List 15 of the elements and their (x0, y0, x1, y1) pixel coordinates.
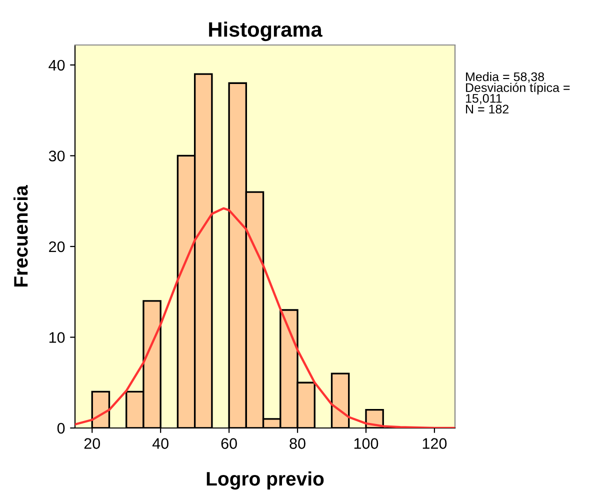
x-tick-label: 80 (290, 438, 306, 449)
y-axis-title: Frecuencia (13, 185, 28, 287)
y-tick-label: 40 (48, 60, 65, 71)
y-tick-label: 10 (49, 332, 65, 343)
y-tick-label: 0 (57, 422, 65, 434)
x-tick-label: 60 (221, 438, 237, 449)
x-tick-label: 100 (354, 438, 378, 449)
x-axis-title: Logro previo (206, 471, 324, 490)
x-tick-label: 20 (84, 438, 100, 449)
chart-title: Histograma (209, 22, 322, 42)
x-tick-label: 120 (422, 438, 447, 449)
y-tick-label: 20 (49, 241, 65, 252)
text: Media = 58,38 Desviación típica = 15,011 N = 182 (466, 72, 570, 114)
x-tick-label: 40 (152, 438, 168, 449)
y-tick-label: 30 (48, 150, 65, 162)
